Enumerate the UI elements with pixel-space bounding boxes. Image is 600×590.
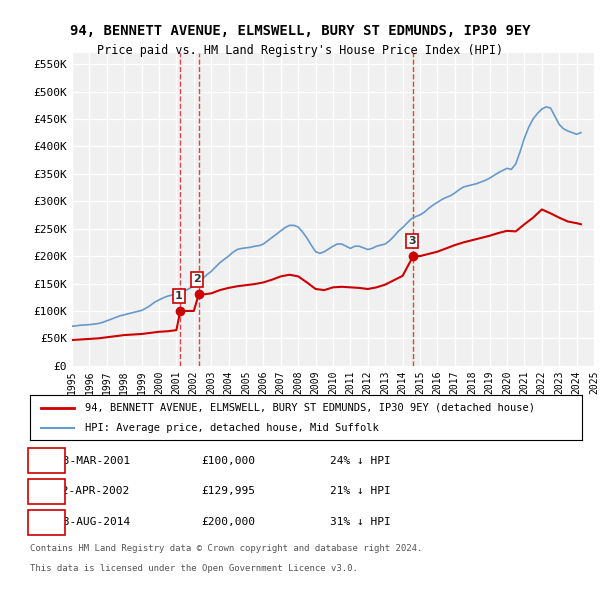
Text: 31% ↓ HPI: 31% ↓ HPI [329, 517, 391, 527]
Text: Price paid vs. HM Land Registry's House Price Index (HPI): Price paid vs. HM Land Registry's House … [97, 44, 503, 57]
Text: 94, BENNETT AVENUE, ELMSWELL, BURY ST EDMUNDS, IP30 9EY (detached house): 94, BENNETT AVENUE, ELMSWELL, BURY ST ED… [85, 403, 535, 412]
Text: £200,000: £200,000 [201, 517, 255, 527]
Text: 3: 3 [43, 517, 50, 527]
Text: 23-MAR-2001: 23-MAR-2001 [56, 456, 130, 466]
Text: This data is licensed under the Open Government Licence v3.0.: This data is licensed under the Open Gov… [30, 564, 358, 573]
Text: £100,000: £100,000 [201, 456, 255, 466]
Text: HPI: Average price, detached house, Mid Suffolk: HPI: Average price, detached house, Mid … [85, 424, 379, 434]
Text: 12-APR-2002: 12-APR-2002 [56, 487, 130, 496]
Text: 24% ↓ HPI: 24% ↓ HPI [329, 456, 391, 466]
Text: 3: 3 [408, 236, 416, 246]
Text: 21% ↓ HPI: 21% ↓ HPI [329, 487, 391, 496]
Text: 2: 2 [43, 487, 50, 496]
Text: 1: 1 [43, 456, 50, 466]
Text: 08-AUG-2014: 08-AUG-2014 [56, 517, 130, 527]
Text: £129,995: £129,995 [201, 487, 255, 496]
Text: 1: 1 [175, 291, 183, 301]
Text: 2: 2 [193, 274, 201, 284]
Text: 94, BENNETT AVENUE, ELMSWELL, BURY ST EDMUNDS, IP30 9EY: 94, BENNETT AVENUE, ELMSWELL, BURY ST ED… [70, 24, 530, 38]
Text: Contains HM Land Registry data © Crown copyright and database right 2024.: Contains HM Land Registry data © Crown c… [30, 543, 422, 553]
